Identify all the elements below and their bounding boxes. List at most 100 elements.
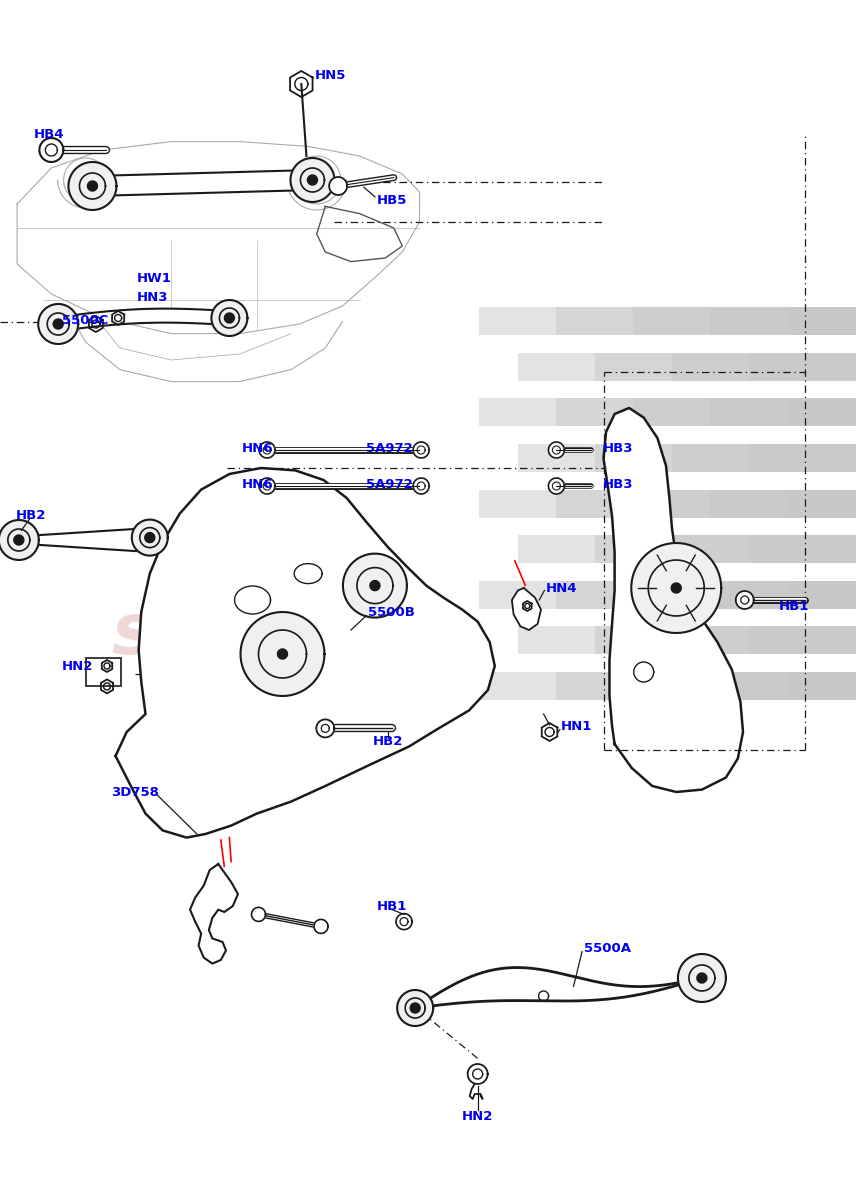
Polygon shape — [116, 468, 495, 838]
Polygon shape — [14, 535, 24, 545]
Text: HN2: HN2 — [62, 660, 93, 672]
Polygon shape — [370, 581, 380, 590]
Polygon shape — [68, 162, 116, 210]
Bar — [788, 581, 856, 608]
Polygon shape — [736, 592, 754, 608]
Bar — [633, 490, 856, 517]
Bar — [710, 490, 856, 517]
Polygon shape — [343, 553, 407, 618]
Bar — [556, 672, 856, 700]
Bar — [788, 672, 856, 700]
Text: 5500A: 5500A — [584, 942, 631, 954]
Text: HB3: HB3 — [603, 479, 633, 491]
Text: c a r   p a r t s: c a r p a r t s — [205, 571, 342, 589]
Bar — [710, 307, 856, 335]
Text: HN6: HN6 — [241, 479, 273, 491]
Polygon shape — [259, 478, 275, 494]
Bar — [633, 307, 856, 335]
Polygon shape — [190, 864, 238, 964]
Polygon shape — [671, 583, 681, 593]
Polygon shape — [467, 1064, 488, 1084]
Polygon shape — [632, 544, 722, 632]
Polygon shape — [39, 138, 63, 162]
Bar — [518, 535, 856, 563]
Bar — [749, 535, 856, 563]
Text: HN5: HN5 — [315, 70, 347, 82]
Polygon shape — [549, 442, 564, 458]
Bar — [86, 659, 121, 686]
Bar — [788, 490, 856, 517]
Polygon shape — [145, 533, 155, 542]
Bar — [595, 535, 856, 563]
Polygon shape — [235, 586, 270, 614]
Text: HB3: HB3 — [603, 443, 633, 455]
Bar — [479, 672, 856, 700]
Polygon shape — [19, 528, 150, 552]
Polygon shape — [633, 662, 654, 682]
Polygon shape — [512, 588, 541, 630]
Bar — [788, 307, 856, 335]
Polygon shape — [397, 990, 433, 1026]
Text: 5500B: 5500B — [368, 606, 415, 618]
Bar — [518, 353, 856, 380]
Polygon shape — [132, 520, 168, 556]
Bar — [518, 444, 856, 472]
Polygon shape — [0, 520, 39, 560]
Bar — [633, 398, 856, 426]
Text: HB5: HB5 — [377, 194, 407, 206]
Bar — [479, 490, 856, 517]
Bar — [710, 672, 856, 700]
Text: 5500C: 5500C — [62, 314, 108, 326]
Polygon shape — [549, 478, 564, 494]
Bar — [749, 353, 856, 380]
Bar — [479, 398, 856, 426]
Polygon shape — [53, 319, 63, 329]
Bar — [556, 490, 856, 517]
Bar — [710, 581, 856, 608]
Polygon shape — [277, 649, 288, 659]
Polygon shape — [413, 478, 429, 494]
Text: 5A972: 5A972 — [366, 443, 413, 455]
Bar — [595, 353, 856, 380]
Text: HB2: HB2 — [372, 736, 402, 748]
Bar — [710, 398, 856, 426]
Text: HN6: HN6 — [241, 443, 273, 455]
Text: scuderia: scuderia — [111, 600, 459, 670]
Text: HN1: HN1 — [561, 720, 592, 732]
Polygon shape — [317, 720, 335, 737]
Bar — [749, 626, 856, 654]
Text: 3D758: 3D758 — [111, 786, 159, 798]
Polygon shape — [211, 300, 247, 336]
Polygon shape — [224, 313, 235, 323]
Polygon shape — [410, 1003, 420, 1013]
Bar — [556, 398, 856, 426]
Polygon shape — [259, 442, 275, 458]
Polygon shape — [678, 954, 726, 1002]
Bar — [672, 353, 856, 380]
Polygon shape — [252, 907, 265, 922]
Bar — [788, 398, 856, 426]
Text: HB1: HB1 — [779, 600, 809, 612]
Text: HB2: HB2 — [15, 510, 45, 522]
Polygon shape — [413, 442, 429, 458]
Polygon shape — [290, 158, 335, 202]
Polygon shape — [58, 308, 229, 331]
Bar — [479, 307, 856, 335]
Text: 5A972: 5A972 — [366, 479, 413, 491]
Bar — [672, 444, 856, 472]
Bar — [556, 307, 856, 335]
Text: HN3: HN3 — [137, 292, 169, 304]
Bar — [479, 581, 856, 608]
Text: HB1: HB1 — [377, 900, 407, 912]
Bar — [633, 672, 856, 700]
Text: HN2: HN2 — [462, 1110, 494, 1122]
Polygon shape — [307, 175, 318, 185]
Polygon shape — [92, 170, 312, 196]
Polygon shape — [697, 973, 707, 983]
Bar — [672, 626, 856, 654]
Polygon shape — [87, 181, 98, 191]
Polygon shape — [294, 564, 322, 583]
Text: HN4: HN4 — [546, 582, 578, 594]
Bar — [749, 444, 856, 472]
Polygon shape — [314, 919, 328, 934]
